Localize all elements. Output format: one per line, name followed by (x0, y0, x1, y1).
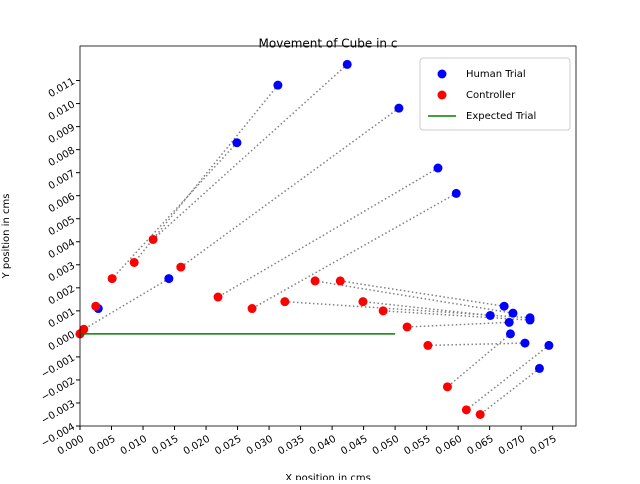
point (508, 308, 518, 318)
point (176, 262, 186, 272)
connector (251, 192, 457, 310)
connector (180, 107, 400, 268)
point (504, 317, 514, 327)
point (485, 310, 495, 320)
point (520, 338, 530, 348)
connector (407, 321, 510, 328)
legend-swatch (437, 69, 447, 79)
connector (446, 333, 511, 388)
point (232, 138, 242, 148)
legend-box (419, 57, 571, 131)
point (423, 340, 433, 350)
legend-label: Expected Trial (466, 111, 536, 122)
point (310, 276, 320, 286)
point (164, 274, 174, 284)
point (358, 297, 368, 307)
point (335, 276, 345, 286)
point (148, 234, 158, 244)
connector (427, 342, 525, 347)
point (273, 80, 283, 90)
connector (479, 367, 540, 416)
connector (83, 277, 170, 330)
point (525, 315, 535, 325)
point (475, 409, 485, 419)
point (280, 297, 290, 307)
point (378, 306, 388, 316)
axes-frame (79, 45, 577, 427)
point (505, 329, 515, 339)
connector (111, 142, 238, 280)
point (433, 163, 443, 173)
point (544, 340, 554, 350)
point (91, 301, 101, 311)
legend-swatch (437, 90, 447, 100)
connector (465, 344, 550, 411)
point (129, 257, 139, 267)
point (247, 304, 257, 314)
point (107, 274, 117, 284)
point (461, 405, 471, 415)
connector (217, 167, 439, 298)
chart-title: Movement of Cube in c (259, 37, 398, 51)
legend-label: Controller (466, 90, 516, 101)
point (213, 292, 223, 302)
y-axis-label: Y position in cms (1, 194, 12, 280)
point (394, 103, 404, 113)
point (402, 322, 412, 332)
point (442, 382, 452, 392)
point (534, 363, 544, 373)
point (342, 59, 352, 69)
point (499, 301, 509, 311)
connector (314, 280, 514, 314)
point (451, 188, 461, 198)
legend-label: Human Trial (466, 69, 526, 80)
connector (383, 310, 531, 321)
x-axis-label: X position in cms (285, 473, 371, 480)
